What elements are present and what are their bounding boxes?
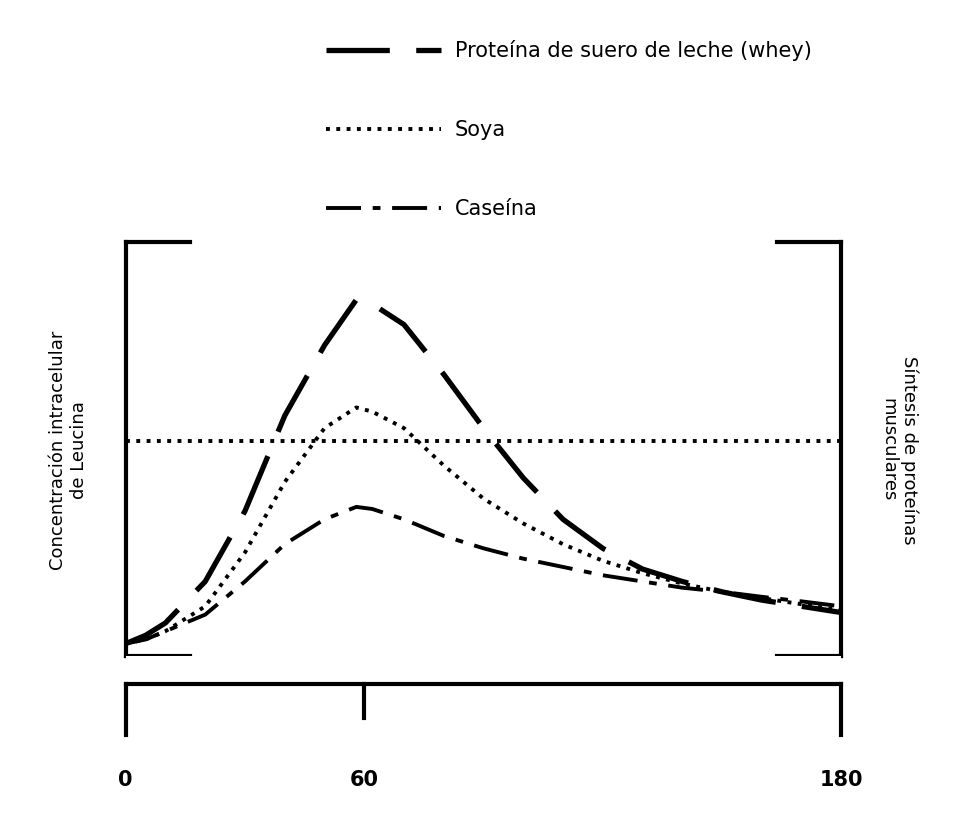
Text: Soya: Soya: [454, 120, 506, 140]
Text: Proteína de suero de leche (whey): Proteína de suero de leche (whey): [454, 40, 811, 61]
Text: Caseína: Caseína: [454, 199, 538, 218]
Text: Síntesis de proteínas
musculares: Síntesis de proteínas musculares: [879, 355, 919, 543]
Text: 180: 180: [820, 769, 863, 789]
Text: 60: 60: [350, 769, 379, 789]
Text: Concentración intracelular
de Leucina: Concentración intracelular de Leucina: [49, 330, 88, 568]
Text: 0: 0: [119, 769, 132, 789]
